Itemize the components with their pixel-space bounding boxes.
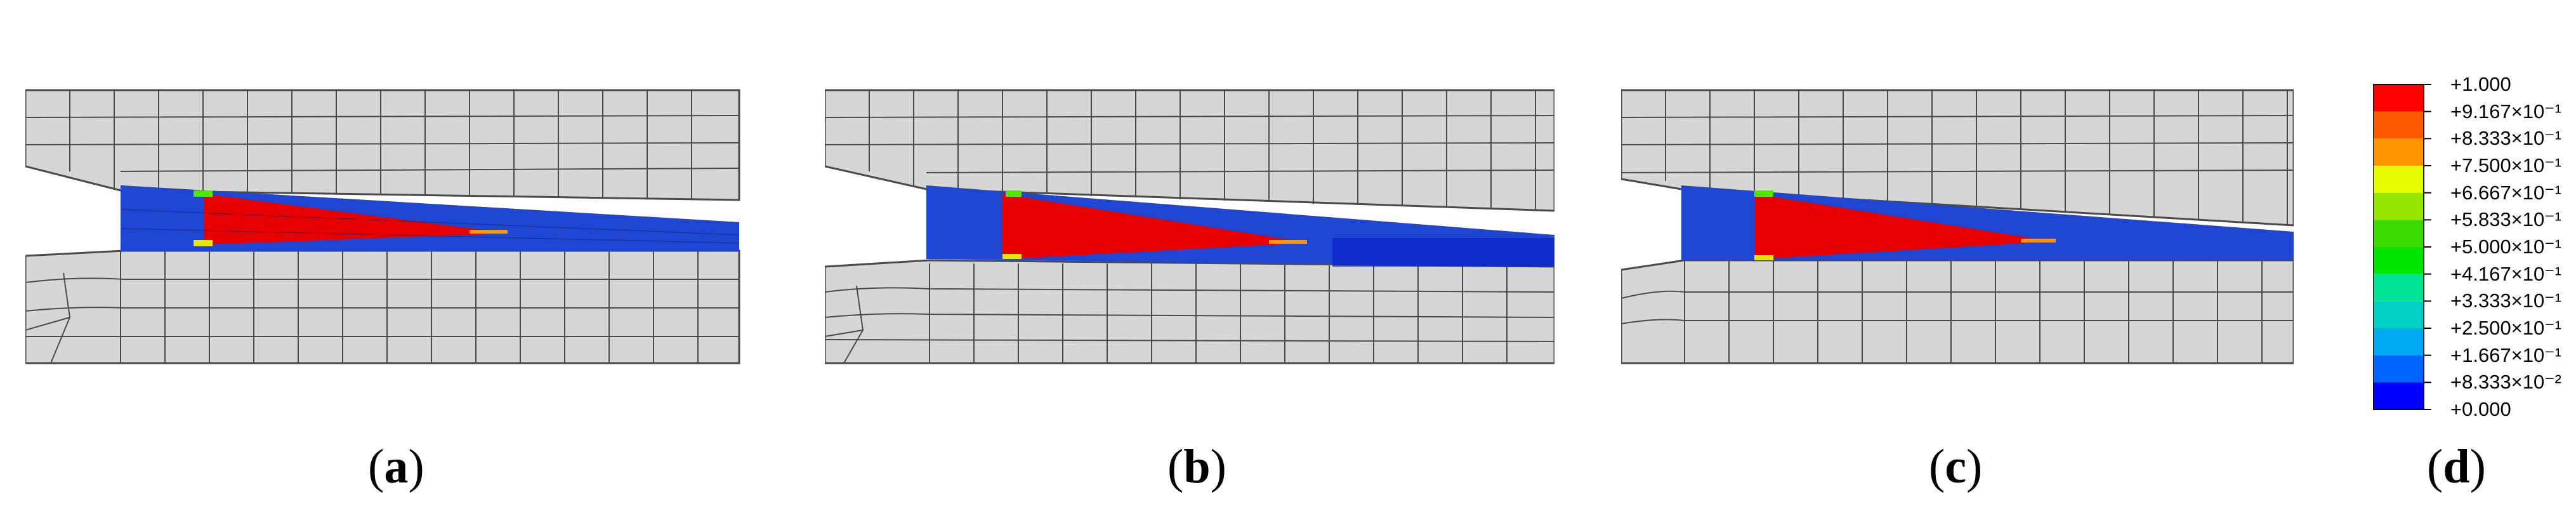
legend-label: +8.333×10⁻¹ <box>2450 127 2561 150</box>
mesh-plot-c <box>1621 89 2294 364</box>
legend-label: +8.333×10⁻² <box>2450 371 2561 394</box>
legend-band <box>2373 166 2424 193</box>
legend-label: +2.500×10⁻¹ <box>2450 317 2561 339</box>
panel-a: (a) <box>25 0 742 525</box>
legend-band <box>2373 301 2424 328</box>
caption-b: (b) <box>1167 440 1226 493</box>
caption-c: (c) <box>1929 440 1983 493</box>
lower-adherend <box>25 249 740 364</box>
legend-band <box>2373 111 2424 139</box>
legend-label: +5.833×10⁻¹ <box>2450 208 2561 231</box>
legend-band <box>2373 192 2424 220</box>
legend-label: +7.500×10⁻¹ <box>2450 154 2561 176</box>
legend-label: +6.667×10⁻¹ <box>2450 181 2561 204</box>
legend-band <box>2373 328 2424 356</box>
mesh-lines <box>25 90 740 364</box>
legend-label: +4.167×10⁻¹ <box>2450 262 2561 285</box>
legend-band <box>2373 84 2424 112</box>
legend-band <box>2373 247 2424 274</box>
legend-band <box>2373 274 2424 302</box>
caption-d: (d) <box>2427 440 2486 493</box>
panel-b: (b) <box>825 0 1554 525</box>
contour-legend-bar <box>2373 84 2431 410</box>
legend-label: +5.000×10⁻¹ <box>2450 236 2561 258</box>
panel-c: (c) <box>1621 0 2294 525</box>
mesh-plot-b <box>825 89 1554 364</box>
panel-d: (d) <box>2348 0 2563 525</box>
legend-label: +1.000 <box>2450 73 2511 95</box>
legend-label: +1.667×10⁻¹ <box>2450 343 2561 366</box>
legend-band <box>2373 220 2424 247</box>
legend-band <box>2373 355 2424 383</box>
legend-label: +3.333×10⁻¹ <box>2450 289 2561 312</box>
caption-a: (a) <box>368 440 424 493</box>
mesh-plot-a <box>25 89 740 364</box>
legend-label: +9.167×10⁻¹ <box>2450 100 2561 123</box>
legend-band <box>2373 138 2424 166</box>
legend-band <box>2373 382 2424 409</box>
legend-label: +0.000 <box>2450 398 2511 420</box>
